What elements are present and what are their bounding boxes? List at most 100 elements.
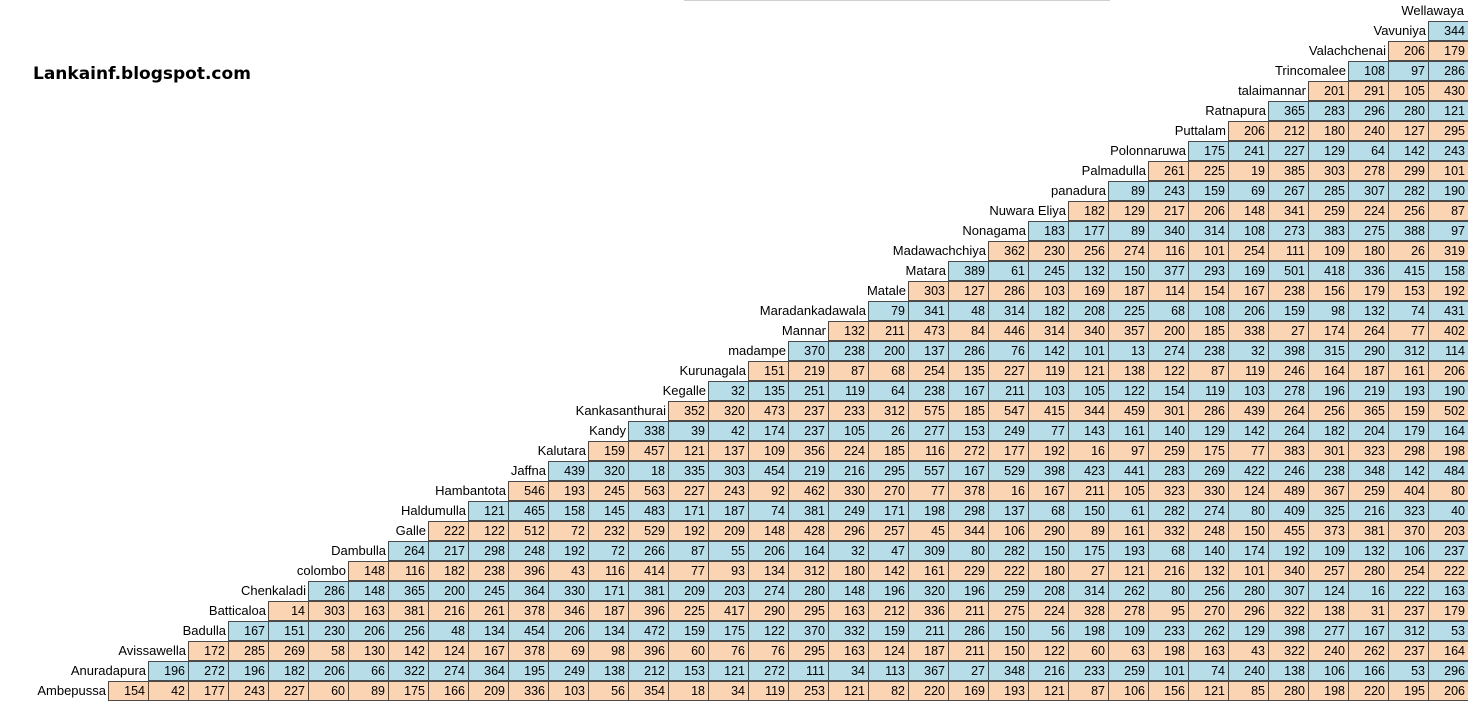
distance-cell[interactable]: 330: [548, 581, 589, 601]
distance-cell[interactable]: 148: [748, 521, 789, 541]
distance-cell[interactable]: 47: [868, 541, 909, 561]
distance-cell[interactable]: 332: [828, 621, 869, 641]
distance-cell[interactable]: 80: [948, 541, 989, 561]
distance-cell[interactable]: 286: [948, 341, 989, 361]
distance-cell[interactable]: 454: [748, 461, 789, 481]
distance-cell[interactable]: 282: [1388, 181, 1429, 201]
distance-cell[interactable]: 398: [1028, 461, 1069, 481]
distance-cell[interactable]: 224: [1028, 601, 1069, 621]
distance-cell[interactable]: 365: [1268, 101, 1309, 121]
distance-cell[interactable]: 283: [1308, 101, 1349, 121]
distance-cell[interactable]: 116: [388, 561, 429, 581]
distance-cell[interactable]: 142: [1028, 341, 1069, 361]
distance-cell[interactable]: 229: [948, 561, 989, 581]
distance-cell[interactable]: 262: [1188, 621, 1229, 641]
distance-cell[interactable]: 167: [948, 461, 989, 481]
distance-cell[interactable]: 148: [348, 561, 389, 581]
distance-cell[interactable]: 150: [1228, 521, 1269, 541]
distance-cell[interactable]: 381: [788, 501, 829, 521]
distance-cell[interactable]: 322: [1268, 641, 1309, 661]
distance-cell[interactable]: 163: [1188, 641, 1229, 661]
distance-cell[interactable]: 246: [1268, 361, 1309, 381]
distance-cell[interactable]: 97: [1388, 61, 1429, 81]
distance-cell[interactable]: 138: [588, 661, 629, 681]
distance-cell[interactable]: 164: [788, 541, 829, 561]
distance-cell[interactable]: 277: [908, 421, 949, 441]
distance-cell[interactable]: 167: [228, 621, 269, 641]
distance-cell[interactable]: 121: [708, 661, 749, 681]
distance-cell[interactable]: 256: [1188, 581, 1229, 601]
distance-cell[interactable]: 227: [1268, 141, 1309, 161]
distance-cell[interactable]: 175: [1188, 141, 1229, 161]
distance-cell[interactable]: 163: [348, 601, 389, 621]
distance-cell[interactable]: 150: [1068, 501, 1109, 521]
distance-cell[interactable]: 196: [868, 581, 909, 601]
distance-cell[interactable]: 270: [868, 481, 909, 501]
distance-cell[interactable]: 151: [748, 361, 789, 381]
distance-cell[interactable]: 101: [1148, 661, 1189, 681]
distance-cell[interactable]: 280: [1268, 681, 1309, 701]
distance-cell[interactable]: 216: [1348, 501, 1389, 521]
distance-cell[interactable]: 280: [788, 581, 829, 601]
distance-cell[interactable]: 179: [1428, 41, 1468, 61]
distance-cell[interactable]: 295: [788, 641, 829, 661]
distance-cell[interactable]: 341: [908, 301, 949, 321]
distance-cell[interactable]: 16: [1068, 441, 1109, 461]
distance-cell[interactable]: 472: [628, 621, 669, 641]
distance-cell[interactable]: 97: [1428, 221, 1468, 241]
distance-cell[interactable]: 179: [1348, 281, 1389, 301]
distance-cell[interactable]: 43: [1228, 641, 1269, 661]
distance-cell[interactable]: 39: [668, 421, 709, 441]
distance-cell[interactable]: 156: [1308, 281, 1349, 301]
distance-cell[interactable]: 307: [1348, 181, 1389, 201]
distance-cell[interactable]: 137: [908, 341, 949, 361]
distance-cell[interactable]: 192: [668, 521, 709, 541]
distance-cell[interactable]: 158: [1428, 261, 1468, 281]
distance-cell[interactable]: 378: [508, 641, 549, 661]
distance-cell[interactable]: 259: [1148, 441, 1189, 461]
distance-cell[interactable]: 282: [988, 541, 1029, 561]
distance-cell[interactable]: 280: [1388, 101, 1429, 121]
distance-cell[interactable]: 26: [868, 421, 909, 441]
distance-cell[interactable]: 166: [1348, 661, 1389, 681]
distance-cell[interactable]: 209: [668, 581, 709, 601]
distance-cell[interactable]: 240: [1308, 641, 1349, 661]
distance-cell[interactable]: 200: [1148, 321, 1189, 341]
distance-cell[interactable]: 245: [588, 481, 629, 501]
distance-cell[interactable]: 154: [1148, 381, 1189, 401]
distance-cell[interactable]: 290: [1028, 521, 1069, 541]
distance-cell[interactable]: 344: [1428, 21, 1468, 41]
distance-cell[interactable]: 164: [1428, 641, 1468, 661]
distance-cell[interactable]: 195: [1388, 681, 1429, 701]
distance-cell[interactable]: 58: [308, 641, 349, 661]
distance-cell[interactable]: 249: [828, 501, 869, 521]
distance-cell[interactable]: 362: [988, 241, 1029, 261]
distance-cell[interactable]: 138: [1308, 601, 1349, 621]
distance-cell[interactable]: 187: [708, 501, 749, 521]
distance-cell[interactable]: 290: [748, 601, 789, 621]
distance-cell[interactable]: 211: [948, 641, 989, 661]
distance-cell[interactable]: 216: [828, 461, 869, 481]
distance-cell[interactable]: 312: [1388, 621, 1429, 641]
distance-cell[interactable]: 129: [1228, 621, 1269, 641]
distance-cell[interactable]: 187: [1348, 361, 1389, 381]
distance-cell[interactable]: 330: [828, 481, 869, 501]
distance-cell[interactable]: 295: [1428, 121, 1468, 141]
distance-cell[interactable]: 175: [1068, 541, 1109, 561]
distance-cell[interactable]: 222: [1388, 581, 1429, 601]
distance-cell[interactable]: 563: [628, 481, 669, 501]
distance-cell[interactable]: 69: [548, 641, 589, 661]
distance-cell[interactable]: 546: [508, 481, 549, 501]
distance-cell[interactable]: 63: [1108, 641, 1149, 661]
distance-cell[interactable]: 153: [948, 421, 989, 441]
distance-cell[interactable]: 290: [1348, 341, 1389, 361]
distance-cell[interactable]: 274: [428, 661, 469, 681]
distance-cell[interactable]: 261: [468, 601, 509, 621]
distance-cell[interactable]: 286: [1188, 401, 1229, 421]
distance-cell[interactable]: 348: [988, 661, 1029, 681]
distance-cell[interactable]: 248: [1188, 521, 1229, 541]
distance-cell[interactable]: 60: [1068, 641, 1109, 661]
distance-cell[interactable]: 77: [668, 561, 709, 581]
distance-cell[interactable]: 98: [1308, 301, 1349, 321]
distance-cell[interactable]: 336: [1348, 261, 1389, 281]
